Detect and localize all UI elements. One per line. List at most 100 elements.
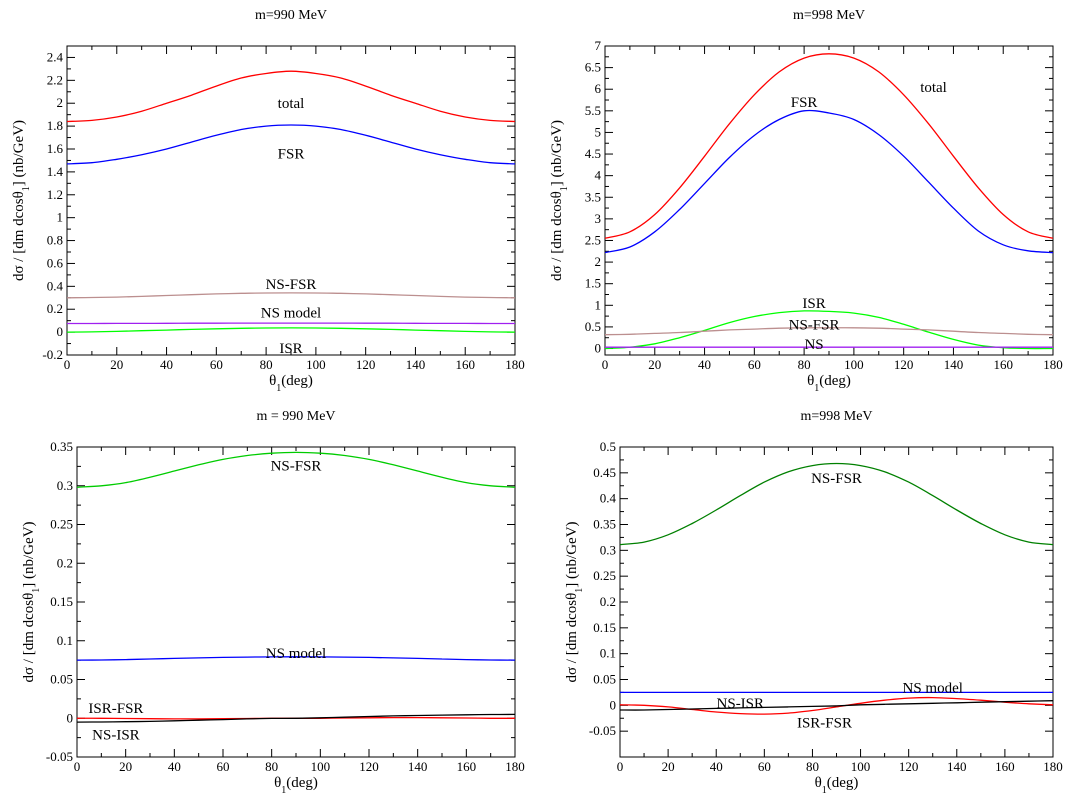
x-tick-label: 100 xyxy=(844,357,864,372)
curve-annotation: NS-FSR xyxy=(271,459,322,475)
y-tick-label: 0.2 xyxy=(600,594,616,609)
x-axis-label: θ1(deg) xyxy=(269,373,313,394)
y-tick-label: 6.5 xyxy=(585,60,601,75)
y-tick-label: 0.8 xyxy=(47,233,63,248)
curve-annotation: total xyxy=(278,96,305,112)
panel-title: m=990 MeV xyxy=(255,8,327,23)
series-line-total xyxy=(66,70,516,123)
x-tick-label: 100 xyxy=(306,357,326,372)
curve-annotation: FSR xyxy=(791,95,818,111)
curve-annotation: NS-ISR xyxy=(717,696,765,712)
panel-title: m = 990 MeV xyxy=(256,409,335,424)
curve-annotation: FSR xyxy=(278,147,305,163)
x-tick-label: 40 xyxy=(710,759,723,774)
curve-annotation: NS model xyxy=(261,306,321,322)
x-tick-label: 160 xyxy=(457,759,477,774)
curve-annotation: NS model xyxy=(903,680,963,696)
series-line-ns-fsr xyxy=(76,451,516,488)
y-tick-label: -0.2 xyxy=(42,347,63,362)
x-tick-label: 0 xyxy=(617,759,624,774)
y-axis-label: dσ / [dm dcosθ1] (nb/GeV) xyxy=(21,521,42,682)
y-tick-label: 2 xyxy=(595,254,602,269)
y-tick-label: 6 xyxy=(595,81,602,96)
series-line-isr xyxy=(66,327,516,333)
curve-annotation: ISR-FSR xyxy=(88,701,143,717)
x-tick-label: 80 xyxy=(806,759,819,774)
x-tick-label: 40 xyxy=(160,357,173,372)
y-tick-label: 0.4 xyxy=(47,278,64,293)
y-tick-label: 0.2 xyxy=(57,555,73,570)
y-tick-label: 5 xyxy=(595,124,602,139)
curve-annotation: total xyxy=(920,80,947,96)
x-tick-label: 180 xyxy=(505,357,525,372)
y-tick-label: 1.6 xyxy=(47,141,64,156)
y-tick-label: 0.1 xyxy=(57,633,73,648)
x-tick-label: 0 xyxy=(64,357,71,372)
y-tick-label: 0.2 xyxy=(47,301,63,316)
y-tick-label: -0.05 xyxy=(589,723,616,738)
y-tick-label: 0.15 xyxy=(593,620,616,635)
series-line-fsr xyxy=(66,124,516,165)
series-line-total xyxy=(604,53,1054,239)
panel-title: m=998 MeV xyxy=(793,8,865,23)
x-tick-label: 20 xyxy=(110,357,123,372)
x-tick-label: 120 xyxy=(899,759,919,774)
series-line-ns-fsr xyxy=(66,292,516,299)
y-tick-label: 1 xyxy=(57,210,64,225)
series-line-ns-fsr xyxy=(604,327,1054,336)
plot-frame xyxy=(619,446,1054,758)
y-axis-label: dσ / [dm dcosθ1] (nb/GeV) xyxy=(549,120,570,281)
y-tick-label: 0.25 xyxy=(50,517,73,532)
x-tick-label: 180 xyxy=(1043,759,1063,774)
x-tick-label: 120 xyxy=(356,357,376,372)
y-tick-label: 2.2 xyxy=(47,72,63,87)
series-line-fsr xyxy=(604,109,1054,254)
y-tick-label: 3 xyxy=(595,211,602,226)
y-axis-label: dσ / [dm dcosθ1] (nb/GeV) xyxy=(11,120,32,281)
curve-annotation: NS xyxy=(804,337,823,353)
panel-title: m=998 MeV xyxy=(800,409,872,424)
curve-annotation: NS-FSR xyxy=(789,318,840,334)
y-tick-label: 0 xyxy=(67,710,74,725)
x-tick-label: 60 xyxy=(748,357,761,372)
chart-panel-2: m=998 MeV 0 20 40 60 80 100 120 140 160 180 0 0.5 1 1.… xyxy=(549,8,1063,394)
y-tick-label: 0.3 xyxy=(57,478,73,493)
y-tick-label: 2.5 xyxy=(585,232,601,247)
y-tick-label: 0.1 xyxy=(600,646,616,661)
y-tick-label: 0.35 xyxy=(50,439,73,454)
curve-annotation: NS model xyxy=(266,646,326,662)
curve-annotation: ISR xyxy=(802,296,825,312)
y-tick-label: 1.2 xyxy=(47,187,63,202)
y-tick-label: 0.6 xyxy=(47,255,64,270)
x-tick-label: 120 xyxy=(359,759,379,774)
x-tick-label: 140 xyxy=(944,357,964,372)
x-tick-label: 0 xyxy=(602,357,609,372)
y-tick-label: 0.45 xyxy=(593,465,616,480)
y-tick-label: 1.8 xyxy=(47,118,63,133)
y-tick-label: 7 xyxy=(595,38,602,53)
x-axis-label: θ1(deg) xyxy=(815,775,859,795)
y-axis-label: dσ / [dm dcosθ1] (nb/GeV) xyxy=(564,521,585,682)
y-tick-label: 0.25 xyxy=(593,568,616,583)
chart-panel-3: m = 990 MeV 0 20 40 60 80 100 120 140 160 180 -0.05… xyxy=(21,409,525,795)
x-tick-label: 160 xyxy=(995,759,1015,774)
y-tick-label: 5.5 xyxy=(585,103,601,118)
x-tick-label: 100 xyxy=(311,759,331,774)
x-tick-label: 80 xyxy=(265,759,278,774)
y-tick-label: 0.5 xyxy=(600,439,616,454)
y-tick-label: 4 xyxy=(595,168,602,183)
x-tick-label: 180 xyxy=(505,759,525,774)
x-axis-label: θ1(deg) xyxy=(274,775,318,795)
curve-annotation: ISR-FSR xyxy=(797,715,852,731)
y-tick-label: 0.15 xyxy=(50,594,73,609)
y-tick-label: 0.3 xyxy=(600,542,616,557)
y-tick-label: 0.05 xyxy=(593,672,616,687)
y-tick-label: 1.5 xyxy=(585,276,601,291)
y-tick-label: 0.5 xyxy=(585,319,601,334)
x-axis-label: θ1(deg) xyxy=(807,373,851,394)
x-tick-label: 60 xyxy=(758,759,771,774)
y-tick-label: 3.5 xyxy=(585,189,601,204)
x-tick-label: 60 xyxy=(210,357,223,372)
